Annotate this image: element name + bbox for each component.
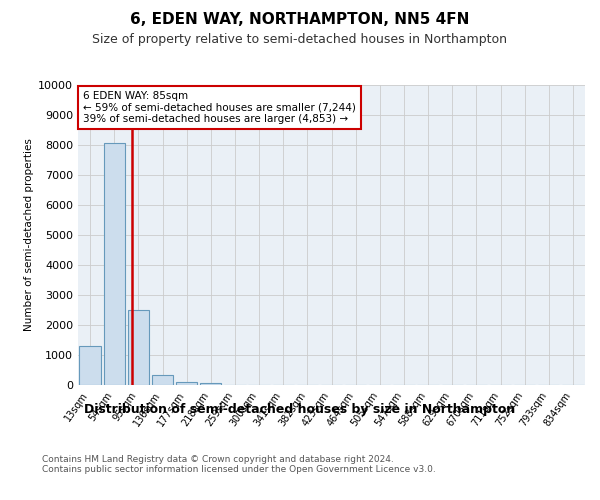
Bar [176, 382, 197, 385]
Bar [104, 144, 125, 385]
Bar [128, 310, 149, 385]
Text: Contains HM Land Registry data © Crown copyright and database right 2024.
Contai: Contains HM Land Registry data © Crown c… [42, 455, 436, 474]
Text: Size of property relative to semi-detached houses in Northampton: Size of property relative to semi-detach… [92, 32, 508, 46]
Y-axis label: Number of semi-detached properties: Number of semi-detached properties [24, 138, 34, 332]
Text: 6 EDEN WAY: 85sqm
← 59% of semi-detached houses are smaller (7,244)
39% of semi-: 6 EDEN WAY: 85sqm ← 59% of semi-detached… [83, 91, 356, 124]
Bar [152, 374, 173, 385]
Text: Distribution of semi-detached houses by size in Northampton: Distribution of semi-detached houses by … [85, 402, 515, 415]
Bar [200, 382, 221, 385]
Bar [79, 346, 101, 385]
Text: 6, EDEN WAY, NORTHAMPTON, NN5 4FN: 6, EDEN WAY, NORTHAMPTON, NN5 4FN [130, 12, 470, 28]
